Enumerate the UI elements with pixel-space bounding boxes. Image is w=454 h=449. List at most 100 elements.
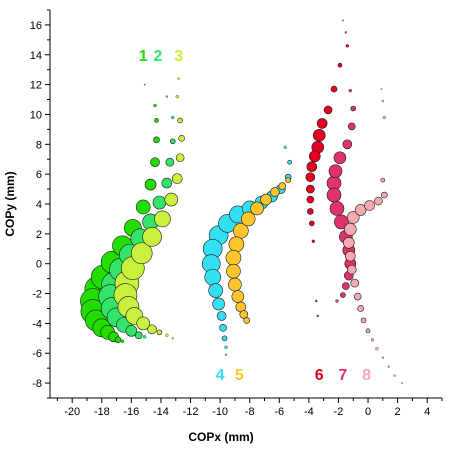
data-point [340, 292, 346, 298]
data-point [136, 316, 150, 331]
data-point [306, 195, 315, 204]
data-point [154, 210, 171, 228]
data-point [315, 299, 318, 303]
data-point [333, 151, 347, 165]
data-point [312, 129, 326, 142]
data-point [152, 195, 167, 210]
data-point [326, 187, 342, 203]
series-6 [305, 44, 349, 318]
data-point [381, 356, 384, 359]
data-point [374, 196, 383, 206]
data-point [354, 204, 367, 216]
y-tick-label: 10 [30, 109, 42, 121]
data-point [335, 299, 339, 303]
data-point [243, 317, 251, 324]
data-point [357, 305, 364, 312]
data-point [143, 83, 146, 86]
data-point [224, 345, 228, 349]
y-axis-ticks: -8 -6 -4 -2 0 2 4 6 8 10 12 14 16 [30, 9, 50, 399]
x-axis-ticks: -20 -18 -16 -14 -12 -10 -8 -6 -4 -2 0 2 4 [56, 398, 443, 418]
data-point [225, 249, 242, 266]
data-point [346, 264, 357, 275]
data-point [130, 242, 153, 265]
data-point [177, 117, 183, 124]
data-point [228, 236, 245, 253]
data-point [306, 161, 318, 172]
data-point [164, 192, 179, 207]
data-point [143, 335, 147, 339]
series-labels: 1 2 3 4 5 6 7 8 [139, 48, 371, 384]
data-point [343, 223, 357, 236]
data-point [150, 157, 160, 168]
data-point [216, 311, 227, 321]
data-point [353, 292, 362, 301]
data-point [306, 184, 315, 194]
data-point [165, 95, 169, 98]
x-tick-label: -6 [274, 406, 284, 418]
data-point [144, 178, 157, 191]
x-tick-label: -4 [304, 406, 314, 418]
y-tick-label: -6 [32, 348, 42, 360]
y-tick-label: 2 [36, 229, 42, 241]
data-point [171, 337, 174, 340]
series-label-8: 8 [362, 367, 371, 384]
y-tick-label: 14 [30, 50, 42, 62]
series-label-6: 6 [315, 367, 324, 384]
series-label-7: 7 [338, 367, 347, 384]
y-tick-label: -2 [32, 289, 42, 301]
data-point [177, 77, 180, 80]
data-point [330, 85, 338, 93]
data-point [323, 105, 333, 115]
data-point [342, 282, 350, 290]
data-point [178, 135, 185, 142]
data-point [120, 339, 125, 343]
data-point [165, 157, 175, 167]
data-point [169, 138, 176, 145]
data-point [344, 250, 356, 262]
data-point [328, 164, 343, 178]
data-point [365, 328, 371, 334]
data-point [147, 324, 157, 335]
data-point [226, 263, 241, 279]
data-point [231, 290, 245, 303]
series-8 [343, 88, 403, 384]
data-point [387, 365, 390, 368]
x-tick-label: -16 [123, 406, 139, 418]
data-point [380, 88, 383, 90]
x-tick-label: -14 [153, 406, 169, 418]
data-point [337, 62, 343, 68]
data-point [393, 374, 396, 377]
series-4 [201, 145, 292, 356]
data-point [375, 347, 379, 351]
data-point [219, 324, 227, 332]
series-label-3: 3 [174, 48, 183, 65]
data-point [156, 329, 163, 336]
data-point [221, 335, 228, 342]
series-5 [225, 177, 291, 324]
data-point [134, 331, 143, 340]
data-point [382, 115, 386, 120]
data-point [212, 297, 225, 311]
data-point [348, 88, 352, 93]
y-tick-label: 4 [36, 199, 42, 211]
data-point [175, 94, 179, 99]
data-point [270, 187, 280, 197]
data-point [401, 382, 403, 384]
data-point [250, 201, 264, 216]
data-point [381, 191, 388, 199]
data-point [228, 277, 242, 292]
y-tick-label: -8 [32, 378, 42, 390]
y-tick-label: 16 [30, 20, 42, 32]
y-axis-label: COPy (mm) [3, 171, 17, 236]
series-label-1: 1 [139, 48, 148, 65]
data-point [342, 139, 353, 150]
data-point [347, 122, 356, 131]
data-point [381, 99, 384, 103]
data-point [305, 172, 316, 182]
data-point [350, 105, 357, 112]
x-tick-label: 0 [365, 406, 371, 418]
data-point [380, 177, 386, 183]
data-point [171, 173, 183, 184]
data-point [346, 211, 360, 224]
data-point [153, 103, 157, 108]
